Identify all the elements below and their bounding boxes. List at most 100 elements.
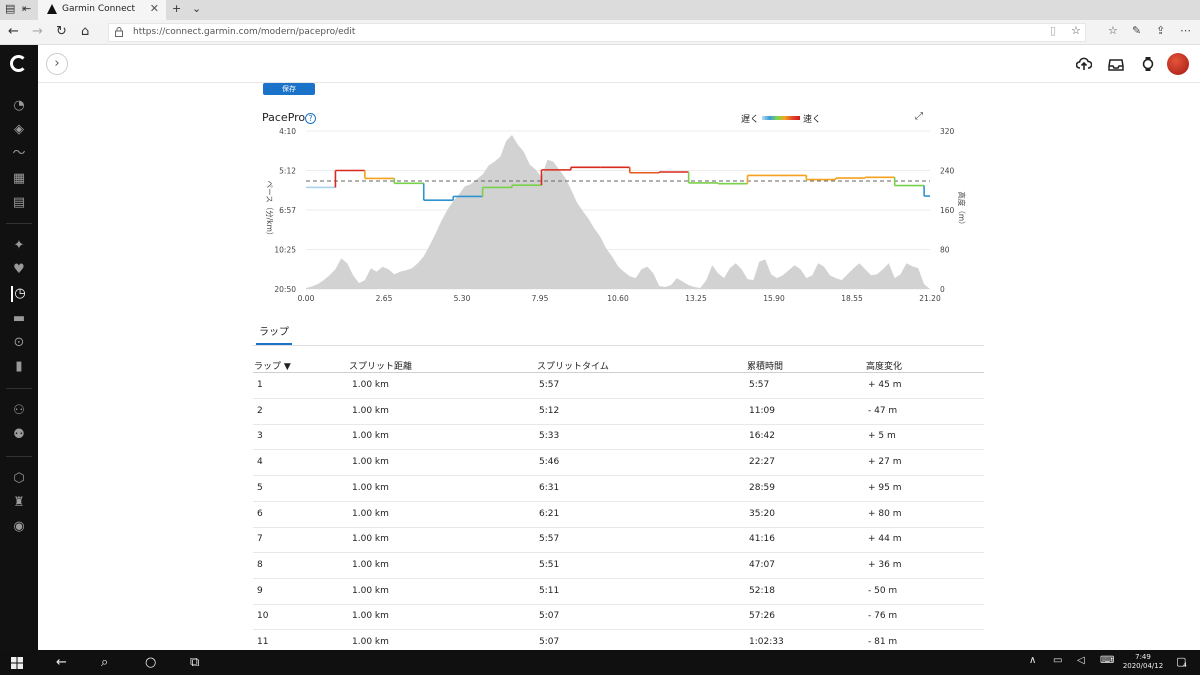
groups-icon[interactable]: ⚉: [13, 427, 25, 442]
watch-icon[interactable]: [1140, 57, 1156, 71]
calendar-icon[interactable]: ▦: [12, 171, 26, 186]
header-split-time: スプリットタイム: [537, 362, 609, 372]
elevation-area: [306, 135, 930, 289]
inbox-icon[interactable]: [1108, 57, 1124, 71]
sidebar: ◔ ◈ 〜 ▦ ▤ ✦ ♥ ◷ ▬ ⊙ ▮ ⚇ ⚉ ⬡ ♜ ◉: [0, 83, 38, 650]
set-aside-tabs-icon[interactable]: ⇤: [22, 2, 32, 15]
x-tick-label: 18.55: [841, 294, 863, 303]
training-stopwatch-icon[interactable]: ◷: [11, 286, 27, 302]
share-icon[interactable]: ⇪: [1156, 24, 1166, 37]
table-row[interactable]: 8 1.00 km 5:51 47:07 + 36 m: [253, 553, 984, 579]
insights-icon[interactable]: 〜: [12, 146, 26, 161]
header-lap[interactable]: ラップ ▼: [254, 362, 291, 372]
elevation-change: + 5 m: [868, 431, 896, 442]
split-distance: 1.00 km: [352, 482, 389, 493]
y2-axis-title: 高度（m）: [957, 191, 967, 228]
help-icon[interactable]: ?: [305, 113, 316, 124]
tab-title: Garmin Connect: [62, 4, 136, 14]
cumulative-time: 16:42: [749, 431, 775, 442]
split-distance: 1.00 km: [352, 457, 389, 468]
elevation-tick-label: 0: [940, 285, 945, 294]
keyboard-icon[interactable]: ⌨: [1100, 655, 1115, 666]
table-row[interactable]: 4 1.00 km 5:46 22:27 + 27 m: [253, 450, 984, 477]
split-distance: 1.00 km: [352, 559, 389, 570]
expand-icon[interactable]: ⤢: [915, 111, 923, 122]
heart-icon[interactable]: ♥: [13, 262, 25, 277]
close-tab-icon[interactable]: ✕: [149, 2, 159, 15]
windows-taskbar: ← ⌕ ○ ⧉ ∧ ▭ ◁ ⌨ 7:49 2020/04/12 ▢ 4: [0, 650, 1200, 675]
table-row[interactable]: 9 1.00 km 5:11 52:18 - 50 m: [253, 579, 984, 605]
back-icon[interactable]: ←: [8, 24, 19, 39]
cumulative-time: 52:18: [749, 585, 775, 596]
connections-icon[interactable]: ⚇: [13, 403, 25, 418]
notifications-icon[interactable]: ▢: [1176, 655, 1187, 668]
pen-icon[interactable]: ✎: [1132, 24, 1142, 37]
home-icon[interactable]: ⌂: [81, 24, 90, 39]
split-time: 6:31: [539, 482, 560, 493]
split-distance: 1.00 km: [352, 405, 389, 416]
dashboard-icon[interactable]: ◔: [13, 98, 25, 113]
legend-gradient: [762, 116, 800, 120]
challenges-icon[interactable]: ◉: [13, 519, 25, 534]
header-elevation-change: 高度変化: [866, 362, 903, 372]
clock[interactable]: 7:49 2020/04/12: [1118, 653, 1168, 671]
save-button[interactable]: 保存: [263, 83, 315, 95]
windows-start-icon[interactable]: [11, 657, 23, 669]
forward-icon[interactable]: →: [32, 24, 43, 39]
url-field[interactable]: https://connect.garmin.com/modern/pacepr…: [108, 23, 1086, 42]
legend-slow-label: 遅く: [741, 115, 760, 125]
pacepro-chart: 4:10 5:12 6:57 10:25 20:50 320 240 160 80 0 0.00 2.…: [265, 127, 967, 303]
cortana-icon[interactable]: ○: [145, 655, 157, 670]
cumulative-time: 35:20: [749, 508, 775, 519]
table-row[interactable]: 10 1.00 km 5:07 57:26 - 76 m: [253, 604, 984, 631]
badges-icon[interactable]: ⬡: [13, 471, 25, 486]
avatar[interactable]: [1167, 53, 1189, 75]
split-distance: 1.00 km: [352, 611, 389, 622]
reports-icon[interactable]: ▤: [12, 195, 26, 210]
elevation-tick-label: 160: [940, 206, 955, 215]
upload-cloud-icon[interactable]: [1076, 57, 1092, 71]
location-pin-icon[interactable]: ⊙: [13, 335, 25, 350]
clock-time: 7:49: [1135, 653, 1151, 661]
favorite-star-icon[interactable]: ☆: [1071, 24, 1081, 37]
reading-view-icon[interactable]: ▯: [1050, 24, 1057, 37]
split-time: 5:07: [539, 611, 560, 622]
refresh-icon[interactable]: ↻: [56, 24, 67, 39]
network-icon[interactable]: ▭: [1053, 655, 1063, 666]
x-tick-label: 7.95: [532, 294, 549, 303]
taskbar-back-icon[interactable]: ←: [56, 655, 67, 670]
table-row[interactable]: 3 1.00 km 5:33 16:42 + 5 m: [253, 424, 984, 451]
new-tab-icon[interactable]: +: [172, 2, 182, 15]
expand-sidebar-button[interactable]: ›: [46, 53, 68, 75]
table-row[interactable]: 1 1.00 km 5:57 5:57 + 45 m: [253, 373, 984, 399]
stats-bars-icon[interactable]: ▮: [15, 359, 23, 374]
gear-shoe-icon[interactable]: ▬: [12, 311, 26, 326]
table-row[interactable]: 7 1.00 km 5:57 41:16 + 44 m: [253, 527, 984, 554]
tab-actions-icon[interactable]: ▤: [5, 2, 16, 15]
garmin-connect-logo[interactable]: [0, 45, 38, 83]
browser-tab[interactable]: Garmin Connect ✕: [38, 0, 166, 20]
task-view-icon[interactable]: ⧉: [190, 655, 200, 670]
activity-person-icon[interactable]: ✦: [13, 238, 25, 253]
trophy-icon[interactable]: ♜: [13, 495, 25, 510]
chevron-down-icon[interactable]: ⌄: [192, 2, 202, 15]
table-row[interactable]: 2 1.00 km 5:12 11:09 - 47 m: [253, 399, 984, 425]
volume-icon[interactable]: ◁: [1077, 655, 1085, 666]
elevation-change: - 50 m: [868, 585, 898, 596]
pace-tick-label: 4:10: [279, 127, 296, 136]
more-menu-icon[interactable]: ⋯: [1180, 24, 1191, 37]
tray-chevron-icon[interactable]: ∧: [1029, 655, 1037, 666]
header-cumulative-time: 累積時間: [747, 362, 784, 372]
x-tick-label: 15.90: [763, 294, 785, 303]
table-row[interactable]: 6 1.00 km 6:21 35:20 + 80 m: [253, 502, 984, 528]
table-row[interactable]: 5 1.00 km 6:31 28:59 + 95 m: [253, 476, 984, 502]
search-icon[interactable]: ⌕: [101, 655, 109, 670]
split-time: 5:57: [539, 534, 560, 545]
split-time: 5:57: [539, 380, 560, 390]
layers-icon[interactable]: ◈: [14, 122, 24, 137]
cumulative-time: 41:16: [749, 534, 775, 545]
tab-laps[interactable]: ラップ: [256, 325, 292, 345]
x-tick-label: 10.60: [607, 294, 629, 303]
split-time: 5:33: [539, 431, 560, 442]
favorites-bar-icon[interactable]: ☆: [1108, 24, 1118, 37]
